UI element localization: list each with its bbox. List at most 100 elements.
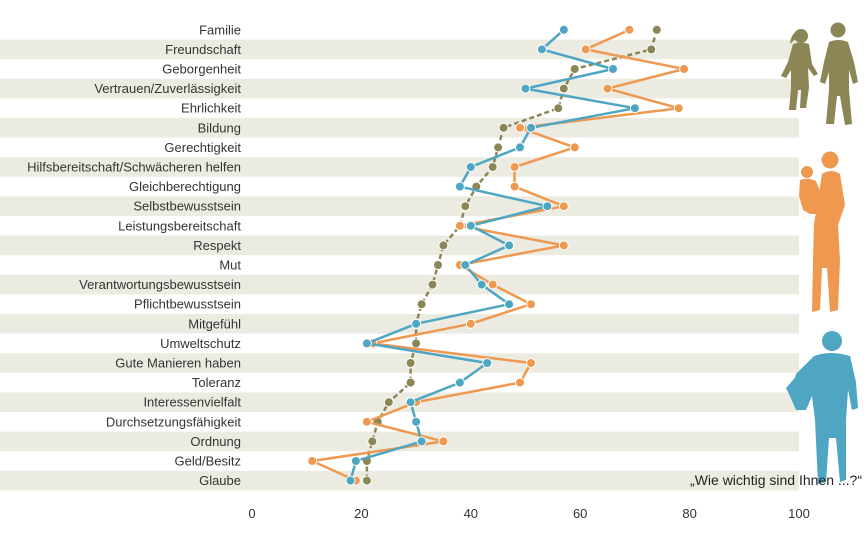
x-tick-label: 40 — [464, 506, 478, 521]
data-point-blue — [526, 122, 536, 133]
data-point-olive — [383, 397, 394, 408]
category-label: Toleranz — [192, 375, 241, 390]
row-band — [0, 470, 799, 491]
data-point-blue — [515, 142, 525, 153]
data-point-orange — [509, 162, 520, 172]
data-point-olive — [433, 260, 443, 270]
data-point-orange — [624, 24, 635, 35]
data-point-orange — [438, 436, 449, 447]
mother-child-silhouette-icon — [799, 151, 845, 312]
data-point-olive — [553, 103, 564, 114]
data-point-blue — [482, 358, 493, 368]
data-point-blue — [405, 397, 416, 408]
data-point-olive — [569, 64, 580, 74]
data-point-olive — [411, 338, 422, 349]
category-label: Gute Manieren haben — [115, 356, 241, 371]
category-label: Ordnung — [190, 434, 241, 449]
data-point-olive — [361, 475, 372, 486]
row-band — [0, 353, 799, 373]
data-point-orange — [515, 122, 525, 133]
data-point-blue — [465, 162, 476, 172]
data-point-orange — [487, 279, 498, 290]
data-point-blue — [416, 436, 427, 447]
x-tick-label: 20 — [354, 506, 368, 521]
data-point-blue — [454, 181, 465, 192]
data-point-orange — [580, 44, 591, 55]
data-point-orange — [307, 456, 318, 466]
data-point-blue — [536, 44, 547, 55]
series-blue — [345, 24, 640, 486]
category-label: Mitgefühl — [188, 316, 241, 331]
data-point-orange — [602, 83, 613, 94]
data-point-orange — [509, 181, 520, 192]
data-point-blue — [411, 318, 422, 329]
category-label: Verantwortungsbewusstsein — [79, 277, 241, 292]
x-tick-label: 0 — [248, 506, 255, 521]
row-band — [0, 274, 799, 295]
x-tick-label: 80 — [682, 506, 696, 521]
row-bands — [0, 39, 799, 491]
data-point-blue — [361, 338, 372, 349]
data-point-blue — [504, 299, 515, 310]
category-label: Durchsetzungsfähigkeit — [106, 414, 242, 429]
category-label: Bildung — [198, 120, 241, 135]
row-band — [0, 392, 799, 412]
data-point-olive — [367, 436, 378, 447]
data-point-olive — [646, 44, 657, 55]
category-label: Umweltschutz — [160, 336, 241, 351]
data-point-olive — [460, 201, 471, 212]
category-label: Pflichtbewusstsein — [134, 297, 241, 312]
data-point-orange — [673, 103, 684, 114]
category-label: Geld/Besitz — [175, 454, 241, 469]
data-point-blue — [520, 83, 531, 94]
data-point-orange — [679, 64, 690, 74]
data-point-orange — [526, 299, 536, 310]
data-point-orange — [558, 201, 569, 212]
data-point-orange — [515, 377, 525, 388]
x-axis: 0 20 40 60 80 100 — [248, 506, 809, 521]
data-point-olive — [416, 299, 427, 310]
data-point-olive — [558, 83, 569, 94]
row-band — [0, 118, 799, 138]
data-point-blue — [454, 377, 465, 388]
category-label: Interessenvielfalt — [143, 395, 241, 410]
data-point-orange — [454, 220, 465, 231]
series — [307, 24, 690, 486]
data-point-olive — [493, 142, 504, 153]
category-label: Ehrlichkeit — [181, 101, 241, 116]
category-label: Glaube — [199, 473, 241, 488]
x-tick-label: 60 — [573, 506, 587, 521]
category-label: Gerechtigkeit — [164, 140, 241, 155]
row-band — [0, 235, 799, 256]
data-point-orange — [558, 240, 569, 251]
data-point-blue — [608, 64, 618, 74]
data-point-blue — [629, 103, 640, 114]
category-label: Gleichberechtigung — [129, 179, 241, 194]
data-point-blue — [460, 260, 471, 270]
data-point-olive — [487, 162, 498, 172]
row-band — [0, 196, 799, 216]
category-label: Vertrauen/Zuverlässigkeit — [94, 81, 241, 96]
data-point-blue — [411, 416, 422, 427]
data-point-blue — [504, 240, 515, 251]
data-point-olive — [427, 279, 438, 290]
category-label: Hilfsbereitschaft/Schwächeren helfen — [27, 160, 241, 175]
children-silhouette-icon — [781, 22, 858, 125]
data-point-orange — [361, 416, 372, 427]
data-point-olive — [438, 240, 449, 251]
data-point-blue — [476, 279, 487, 290]
man-silhouette-icon — [786, 331, 858, 484]
data-point-orange — [569, 142, 580, 153]
data-point-blue — [558, 24, 569, 35]
category-label: Geborgenheit — [162, 62, 241, 77]
category-label: Selbstbewusstsein — [133, 199, 241, 214]
category-label: Leistungsbereitschaft — [118, 218, 241, 233]
row-band — [0, 314, 799, 334]
data-point-blue — [350, 456, 361, 466]
data-point-olive — [405, 377, 416, 388]
data-point-olive — [405, 358, 416, 368]
category-label: Freundschaft — [165, 42, 241, 57]
pictograms — [781, 22, 858, 484]
data-point-olive — [651, 24, 662, 35]
